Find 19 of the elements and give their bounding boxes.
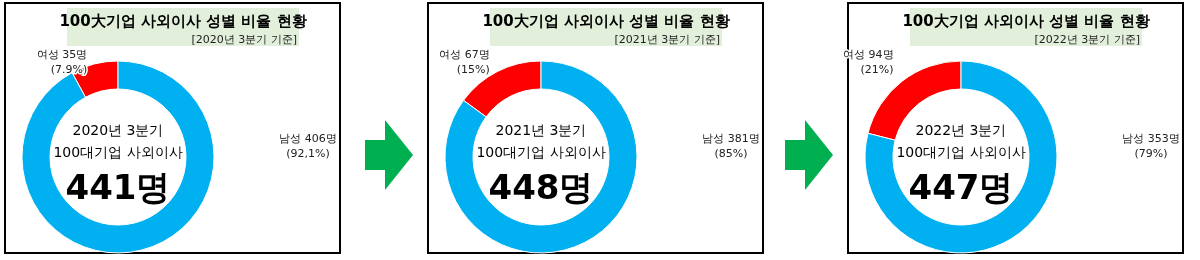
text: 2021년 3분기: [495, 122, 587, 138]
chart-title: 100大기업 사외이사 성별 비율 현황: [902, 12, 1150, 30]
text: 441명: [65, 167, 171, 207]
slice-label: 여성 67명 (15%): [439, 48, 490, 76]
chart-title: 100大기업 사외이사 성별 비율 현황: [59, 12, 307, 30]
text: 2020년 3분기: [72, 122, 164, 138]
text: [2020년 3분기 기준]: [191, 33, 297, 46]
slice-label: 남성 381명 (85%): [702, 132, 760, 160]
text: 100대기업 사외이사: [476, 144, 606, 160]
text: 100대기업 사외이사: [53, 144, 183, 160]
text: 447명: [908, 167, 1014, 207]
text: 100대기업 사외이사: [896, 144, 1026, 160]
slice-label: 남성 353명 (79%): [1122, 132, 1180, 160]
chart-title: 100大기업 사외이사 성별 비율 현황: [482, 12, 730, 30]
slice-label: 남성 406명 (92,1%): [279, 132, 337, 160]
text: [2022년 3분기 기준]: [1034, 33, 1140, 46]
text: [2021년 3분기 기준]: [614, 33, 720, 46]
text: 2022년 3분기: [915, 122, 1007, 138]
text: 448명: [488, 167, 594, 207]
